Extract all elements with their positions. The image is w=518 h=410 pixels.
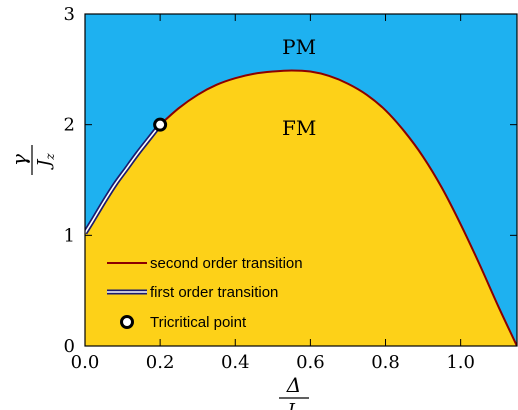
legend-second-order-label: second order transition bbox=[150, 255, 303, 272]
plot-frame bbox=[84, 13, 518, 347]
legend: second order transition first order tran… bbox=[107, 255, 303, 331]
x-axis-label-denominator: Jz bbox=[283, 400, 301, 410]
x-tick-label: 0.6 bbox=[296, 352, 325, 373]
y-axis-label-numerator: γ bbox=[7, 154, 31, 166]
y-axis-label-denominator: Jz bbox=[34, 153, 57, 171]
fm-region-label: FM bbox=[282, 116, 316, 140]
legend-tricritical-swatch bbox=[120, 315, 134, 329]
y-tick-label: 3 bbox=[64, 4, 75, 25]
pm-region-label: PM bbox=[282, 35, 316, 59]
x-tick-label: 0.2 bbox=[146, 352, 175, 373]
x-tick-label: 1.0 bbox=[446, 352, 475, 373]
x-axis-label-numerator: Δ bbox=[286, 373, 301, 397]
legend-tricritical-label: Tricritical point bbox=[150, 314, 247, 331]
second-order-transition-line bbox=[159, 69, 517, 346]
y-tick-label: 1 bbox=[64, 225, 75, 246]
y-tick-label: 0 bbox=[64, 336, 75, 357]
tricritical-point-marker bbox=[153, 117, 168, 132]
axis-ticks: 0.0 0.2 0.4 0.6 0.8 1.0 0 1 2 3 bbox=[64, 4, 517, 373]
y-axis-label: γ Jz bbox=[7, 145, 57, 175]
x-tick-label: 0.0 bbox=[71, 352, 100, 373]
fm-region bbox=[85, 70, 517, 346]
y-tick-label: 2 bbox=[64, 115, 75, 136]
first-order-transition-inner-stroke bbox=[85, 124, 161, 234]
x-axis-label: Δ Jz bbox=[279, 373, 309, 410]
legend-first-order-label: first order transition bbox=[150, 284, 278, 301]
x-tick-label: 0.8 bbox=[371, 352, 400, 373]
x-tick-label: 0.4 bbox=[221, 352, 250, 373]
